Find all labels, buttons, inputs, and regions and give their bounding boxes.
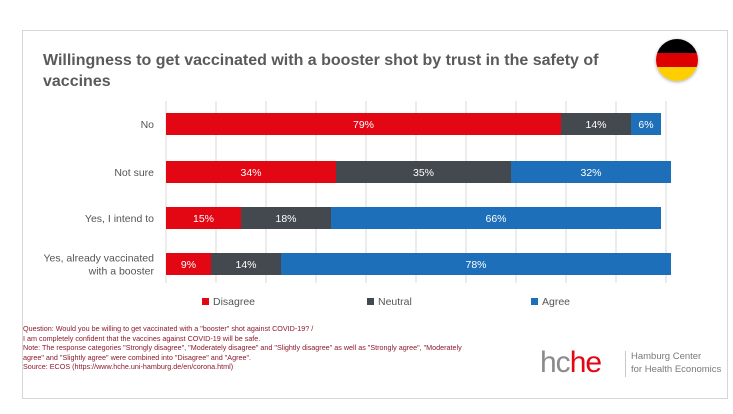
category-label: Not sure xyxy=(114,167,154,179)
logo-name-line2: for Health Economics xyxy=(631,363,722,375)
category-label: No xyxy=(141,119,155,131)
bar-segment xyxy=(166,113,561,135)
data-label: 14% xyxy=(585,119,606,131)
footnote-question: Question: Would you be willing to get va… xyxy=(23,324,314,333)
bar-segment xyxy=(166,253,211,275)
data-label: 34% xyxy=(240,167,261,179)
footnote-source: Source: ECOS (https://www.hche.uni-hambu… xyxy=(23,362,234,372)
category-label: Yes, already vaccinated with a booster xyxy=(43,253,154,278)
data-label: 9% xyxy=(181,259,196,271)
category-label: Yes, I intend to xyxy=(85,213,154,225)
logo-mark-part2: he xyxy=(569,346,602,379)
bar-segment xyxy=(336,161,511,183)
data-label: 6% xyxy=(638,119,653,131)
logo-mark-part1: hc xyxy=(540,346,571,379)
flag-stripe-red xyxy=(656,53,698,67)
flag-stripe-black xyxy=(656,39,698,53)
data-label: 15% xyxy=(193,213,214,225)
category-label-line: Yes, I intend to xyxy=(85,213,154,225)
slide-panel: Willingness to get vaccinated with a boo… xyxy=(22,30,728,399)
category-label-line: No xyxy=(141,119,155,131)
logo-name-line1: Hamburg Center xyxy=(631,351,702,362)
footnote-note-1: Note: The response categories "Strongly … xyxy=(23,343,462,353)
data-label: 14% xyxy=(235,259,256,271)
logo-mark: hche xyxy=(540,346,602,379)
chart-footnote: Question: Would you be willing to get va… xyxy=(23,324,523,372)
bar-segment xyxy=(631,113,661,135)
data-label: 66% xyxy=(485,213,506,225)
footnote-statement: I am completely confident that the vacci… xyxy=(23,333,261,343)
bar-segment xyxy=(166,207,241,229)
stacked-bar-chart: No Not sure Yes, I intend to Yes, already v… xyxy=(43,101,671,308)
bar-segment xyxy=(561,113,631,135)
legend-label: Disagree xyxy=(213,296,255,308)
category-label-line: Not sure xyxy=(114,167,154,179)
data-label: 79% xyxy=(353,119,374,131)
category-label-line: Yes, already vaccinated xyxy=(43,253,154,265)
data-label: 32% xyxy=(580,167,601,179)
flag-stripe-gold xyxy=(656,67,698,81)
bar-segment xyxy=(241,207,331,229)
bar-segment xyxy=(166,161,336,183)
legend-swatch xyxy=(367,298,374,305)
germany-flag-icon xyxy=(656,39,698,81)
chart-title: Willingness to get vaccinated with a boo… xyxy=(43,52,599,90)
logo-divider xyxy=(625,351,626,377)
data-label: 78% xyxy=(465,259,486,271)
bar-segment xyxy=(281,253,671,275)
logo-name: Hamburg Center for Health Economics xyxy=(631,351,721,376)
legend-label: Neutral xyxy=(378,296,412,308)
bar-segment xyxy=(331,207,661,229)
legend-swatch xyxy=(531,298,538,305)
category-label-line: with a booster xyxy=(88,266,155,278)
data-label: 35% xyxy=(413,167,434,179)
data-label: 18% xyxy=(275,213,296,225)
legend-label: Agree xyxy=(542,296,570,308)
bar-segment xyxy=(211,253,281,275)
bar-segment xyxy=(511,161,671,183)
footnote-note-2: agree" and "Slightly agree" were combine… xyxy=(23,352,252,362)
legend-swatch xyxy=(202,298,209,305)
